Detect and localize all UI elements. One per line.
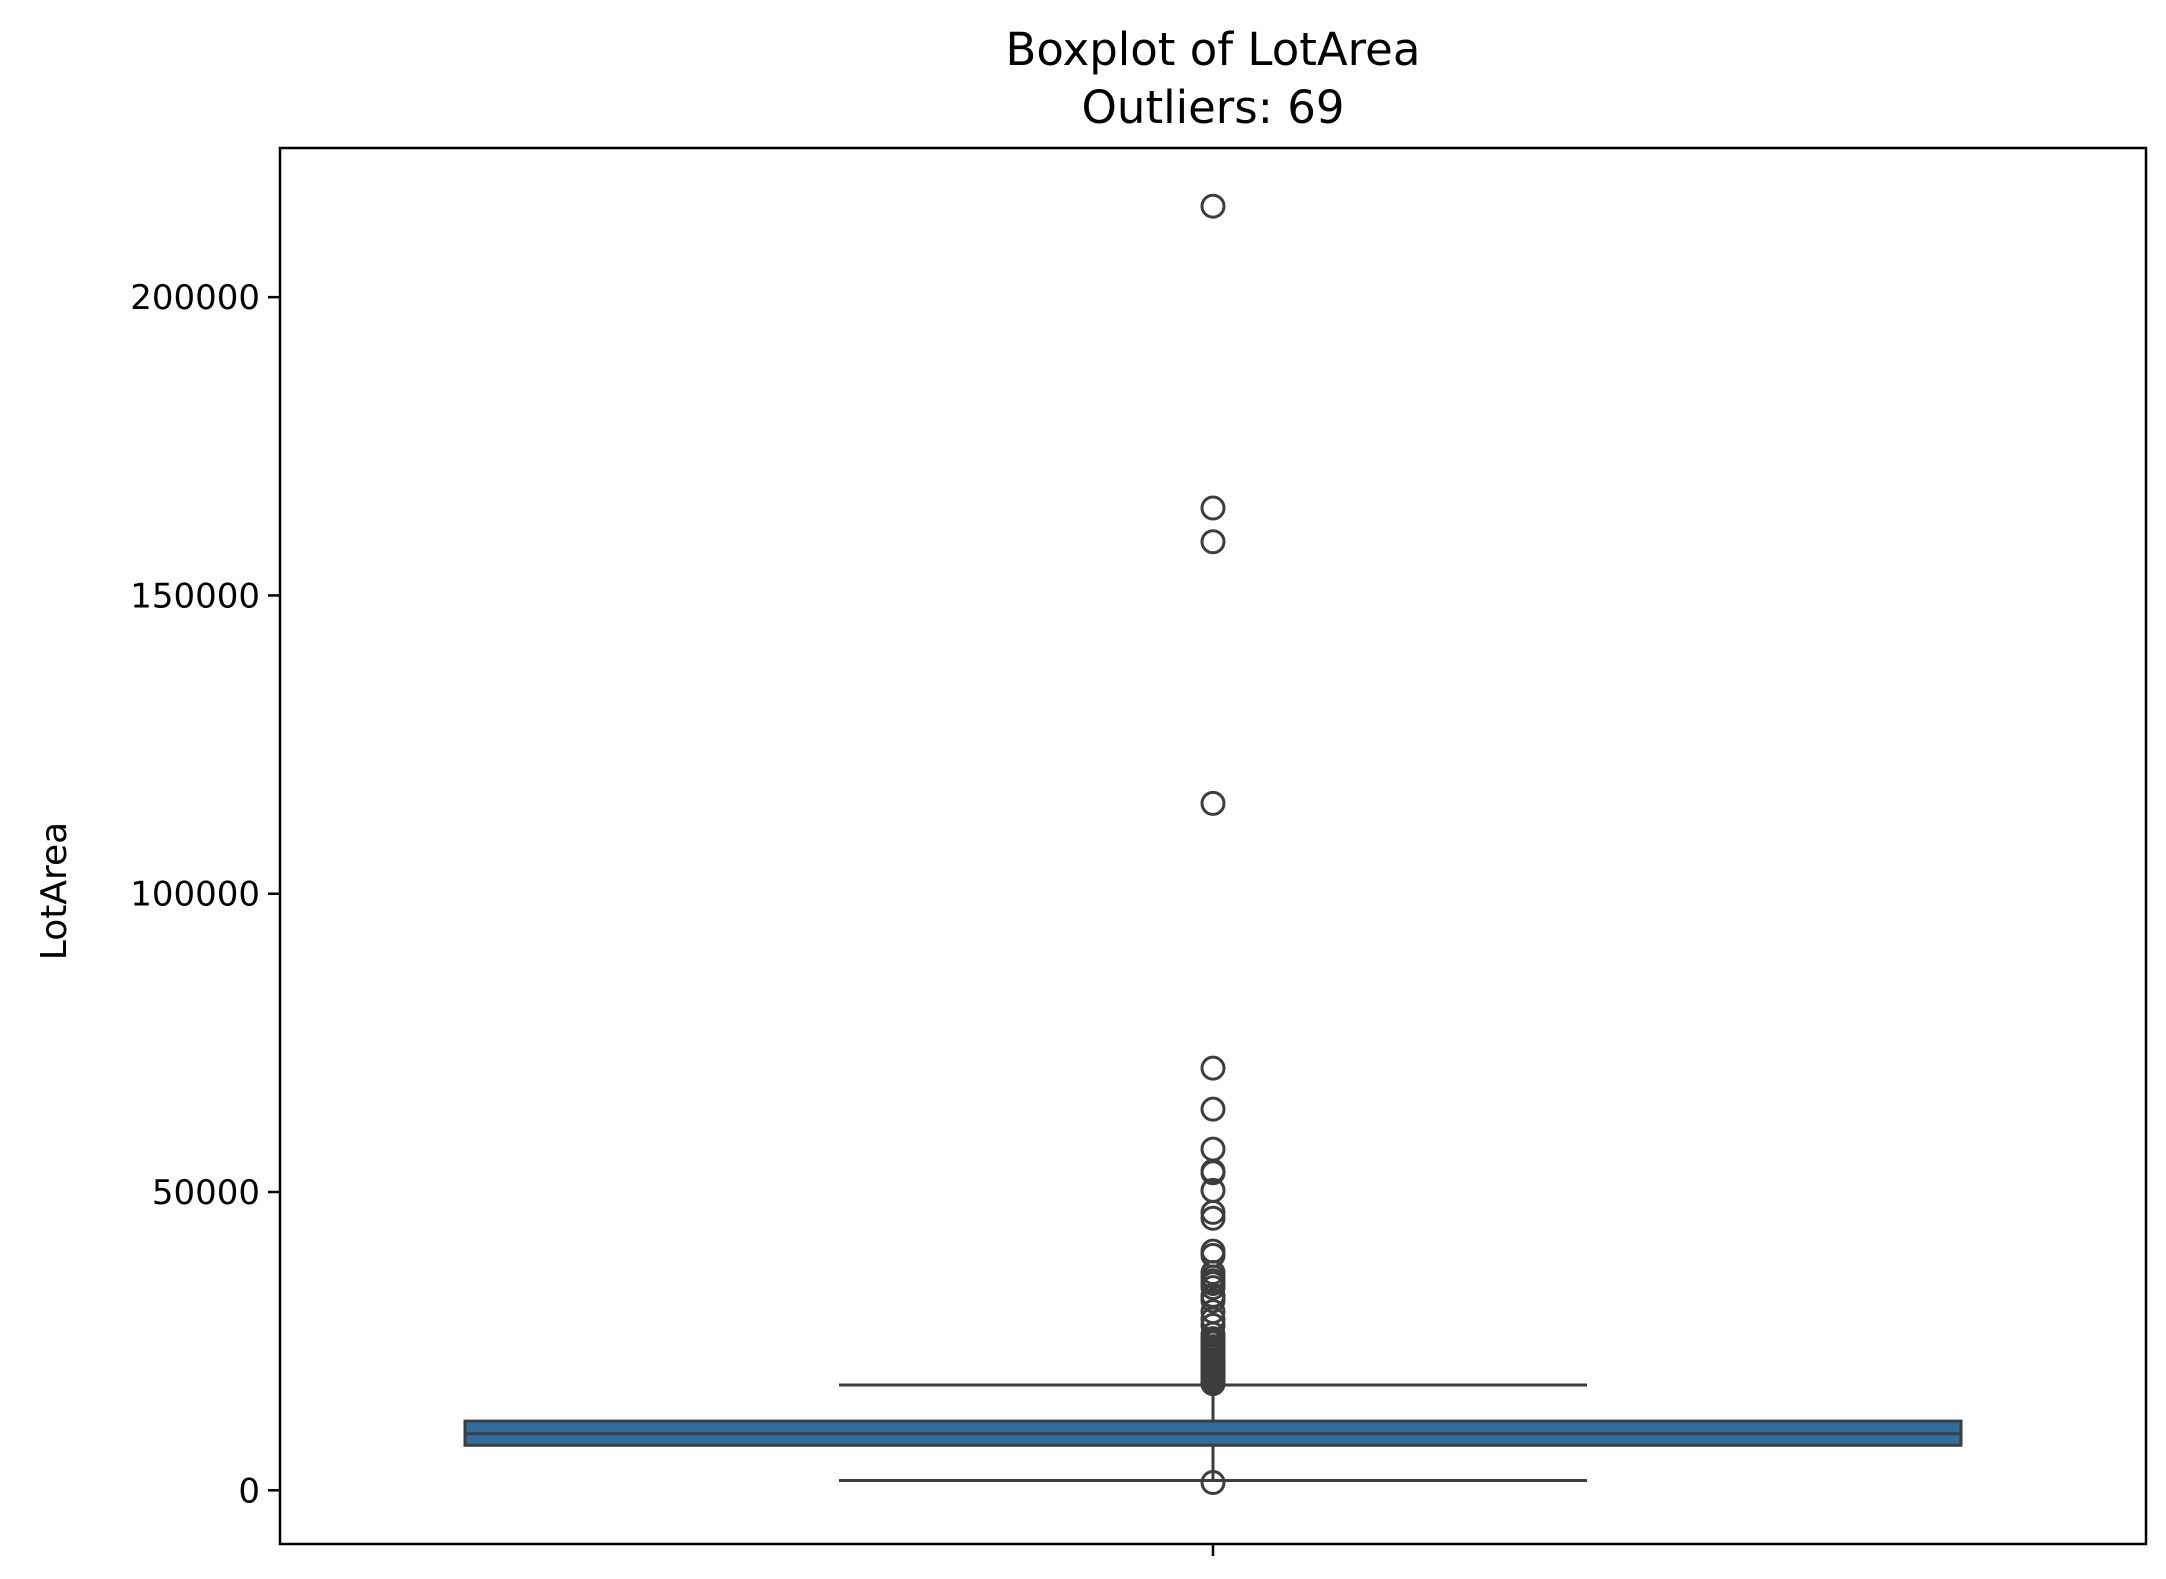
plot-frame	[278, 146, 2148, 1546]
outlier-point	[1200, 1288, 1226, 1314]
plot-area	[463, 193, 1963, 1496]
outlier-point	[1200, 1096, 1226, 1122]
y-axis-ticks: 0 50000 100000 150000 200000	[130, 278, 1215, 1556]
outlier-point	[1200, 1275, 1226, 1301]
outlier-point	[1200, 1371, 1226, 1397]
y-tick-label: 150000	[130, 576, 260, 616]
y-tick-label: 0	[238, 1471, 260, 1511]
chart-title: Boxplot of LotArea	[1006, 23, 1421, 76]
y-tick-label: 200000	[130, 278, 260, 318]
outlier-point	[1200, 1470, 1226, 1496]
outlier-point	[1200, 1136, 1226, 1162]
outlier-point	[1200, 1205, 1226, 1231]
outlier-point	[1200, 1160, 1226, 1186]
y-tick-label: 50000	[152, 1173, 260, 1213]
outlier-point	[1200, 193, 1226, 219]
y-tick-label: 100000	[130, 875, 260, 915]
outlier-point	[1200, 529, 1226, 555]
outlier-point	[1200, 495, 1226, 521]
outlier-point	[1200, 790, 1226, 816]
y-axis-label: LotArea	[34, 822, 75, 960]
chart-subtitle: Outliers: 69	[1082, 81, 1345, 134]
outlier-point	[1200, 1055, 1226, 1081]
